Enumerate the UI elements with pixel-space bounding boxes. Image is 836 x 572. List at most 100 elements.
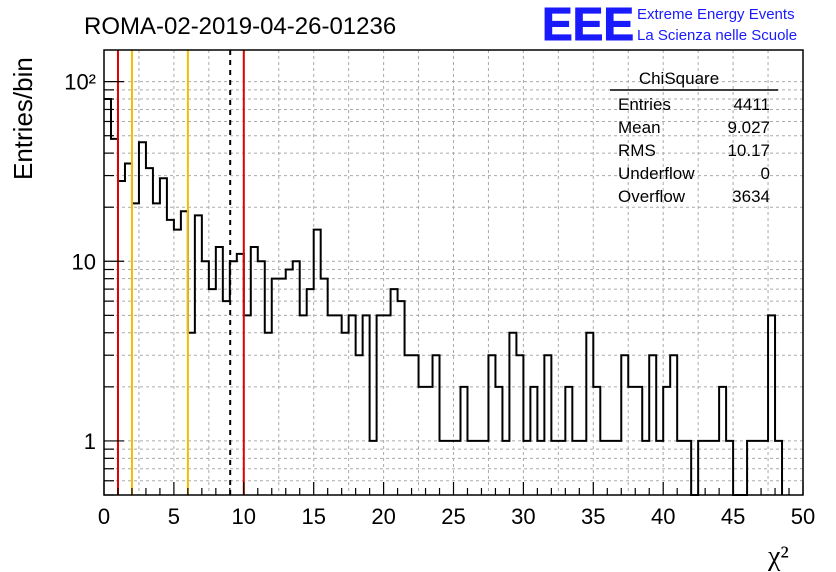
histogram-bin [153, 203, 160, 495]
histogram-bin [663, 387, 670, 495]
run-title: ROMA-02-2019-04-26-01236 [84, 13, 396, 40]
histogram-bin [502, 441, 509, 495]
histogram-bin [607, 441, 614, 495]
x-tick-label: 25 [441, 504, 465, 529]
histogram-bin [642, 441, 649, 495]
y-axis-label: Entries/bin [8, 57, 38, 180]
histogram-bin [726, 441, 733, 495]
histogram-bin [244, 315, 251, 495]
x-tick-label: 20 [371, 504, 395, 529]
histogram-bin [279, 279, 286, 495]
histogram-bin [586, 333, 593, 495]
histogram-bin [405, 355, 412, 495]
logo-mark: EEE [542, 0, 634, 50]
histogram-bin [628, 387, 635, 495]
histogram-bin [747, 441, 754, 495]
stats-label: Entries [618, 95, 671, 114]
histogram-bin [537, 441, 544, 495]
stats-label: RMS [618, 141, 656, 160]
histogram-bin [181, 211, 188, 495]
x-tick-label: 0 [98, 504, 110, 529]
histogram-bin [426, 387, 433, 495]
histogram-bin [125, 164, 132, 495]
histogram-bin [139, 142, 146, 495]
histogram-bin [481, 441, 488, 495]
stats-title: ChiSquare [639, 69, 719, 88]
histogram-bin [495, 387, 502, 495]
histogram-bin [286, 269, 293, 495]
histogram-bin [118, 181, 125, 495]
histogram-bin [335, 315, 342, 495]
histogram-bin [188, 333, 195, 495]
stats-box: ChiSquare Entries 4411 Mean 9.027 RMS 10.17 Und… [610, 69, 778, 206]
histogram-bin [460, 387, 467, 495]
histogram-bin [384, 315, 391, 495]
histogram-bin [363, 315, 370, 495]
x-axis-label: χ² [767, 541, 789, 572]
histogram-bin [614, 441, 621, 495]
histogram-bin [202, 261, 209, 495]
x-tick-label: 5 [168, 504, 180, 529]
histogram-bin [216, 247, 223, 495]
histogram-bin [488, 355, 495, 495]
stats-value: 10.17 [727, 141, 770, 160]
histogram-bin [768, 315, 775, 495]
histogram-bin [544, 355, 551, 495]
histogram-bin [649, 355, 656, 495]
x-tick-label: 50 [791, 504, 815, 529]
histogram-bin [370, 441, 377, 495]
histogram-bin [314, 230, 321, 495]
histogram-bin [775, 441, 782, 495]
histogram-bin [272, 279, 279, 495]
histogram-bin [565, 387, 572, 495]
histogram-bin [195, 215, 202, 495]
histogram-bin [705, 441, 712, 495]
histogram-bin [174, 230, 181, 495]
histogram-bin [230, 261, 237, 495]
stats-value: 0 [761, 164, 770, 183]
histogram-bin [447, 441, 454, 495]
histogram-bin [391, 289, 398, 495]
stats-value: 4411 [733, 95, 770, 114]
histogram-bin [342, 333, 349, 495]
histogram-bin [307, 289, 314, 495]
histogram-bin [111, 139, 118, 495]
histogram-bin [523, 441, 530, 495]
ticks-layer: 0 5 10 15 20 25 30 35 40 45 50 1 10 10² [64, 70, 815, 529]
histogram-bin [593, 387, 600, 495]
histogram-bin [440, 441, 447, 495]
histogram-bin [719, 387, 726, 495]
histogram-bin [356, 355, 363, 495]
histogram-bin [419, 387, 426, 495]
histogram-layer [104, 98, 784, 496]
histogram-bin [754, 441, 761, 495]
histogram-bin [412, 355, 419, 495]
y-tick-label: 10 [72, 249, 96, 274]
histogram-bin [530, 387, 537, 495]
histogram-bin [293, 261, 300, 495]
histogram-bin [467, 441, 474, 495]
x-tick-label: 15 [301, 504, 325, 529]
histogram-bin [321, 279, 328, 495]
histogram-bin [635, 387, 642, 495]
histogram-bin [398, 301, 405, 495]
stats-label: Overflow [618, 187, 686, 206]
histogram-bin [258, 261, 265, 495]
x-tick-label: 45 [721, 504, 745, 529]
stats-value: 3634 [732, 187, 770, 206]
histogram-bin [377, 315, 384, 495]
histogram-bin [677, 441, 684, 495]
histogram-bin [349, 315, 356, 495]
logo-line-2: La Scienza nelle Scuole [637, 27, 797, 44]
x-tick-label: 40 [651, 504, 675, 529]
histogram-bin [509, 333, 516, 495]
y-tick-label: 1 [84, 429, 96, 454]
histogram-outline [104, 98, 784, 496]
histogram-bin [572, 441, 579, 495]
histogram-bin [265, 333, 272, 495]
histogram-bin [621, 355, 628, 495]
histogram-bin [600, 441, 607, 495]
histogram-bin [474, 441, 481, 495]
histogram-bin [433, 355, 440, 495]
